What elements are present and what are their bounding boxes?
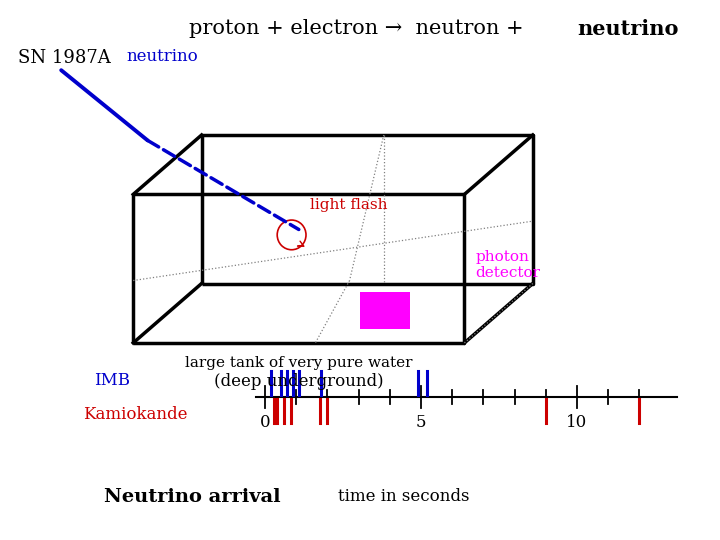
Text: large tank of very pure water: large tank of very pure water xyxy=(185,356,413,370)
Text: Neutrino arrival: Neutrino arrival xyxy=(104,488,281,506)
Text: proton + electron →  neutron +: proton + electron → neutron + xyxy=(189,19,531,38)
Text: neutrino: neutrino xyxy=(126,48,198,65)
Text: SN 1987A: SN 1987A xyxy=(18,49,111,66)
Text: 0: 0 xyxy=(260,414,270,431)
Text: (deep underground): (deep underground) xyxy=(214,373,384,389)
Text: time in seconds: time in seconds xyxy=(338,488,470,505)
Text: 5: 5 xyxy=(415,414,426,431)
Text: photon
detector: photon detector xyxy=(475,249,540,280)
Text: neutrino: neutrino xyxy=(577,19,678,39)
Text: 10: 10 xyxy=(567,414,588,431)
Text: light flash: light flash xyxy=(310,198,387,212)
Text: Kamiokande: Kamiokande xyxy=(83,406,187,423)
Bar xyxy=(360,292,410,329)
Text: IMB: IMB xyxy=(94,372,130,389)
